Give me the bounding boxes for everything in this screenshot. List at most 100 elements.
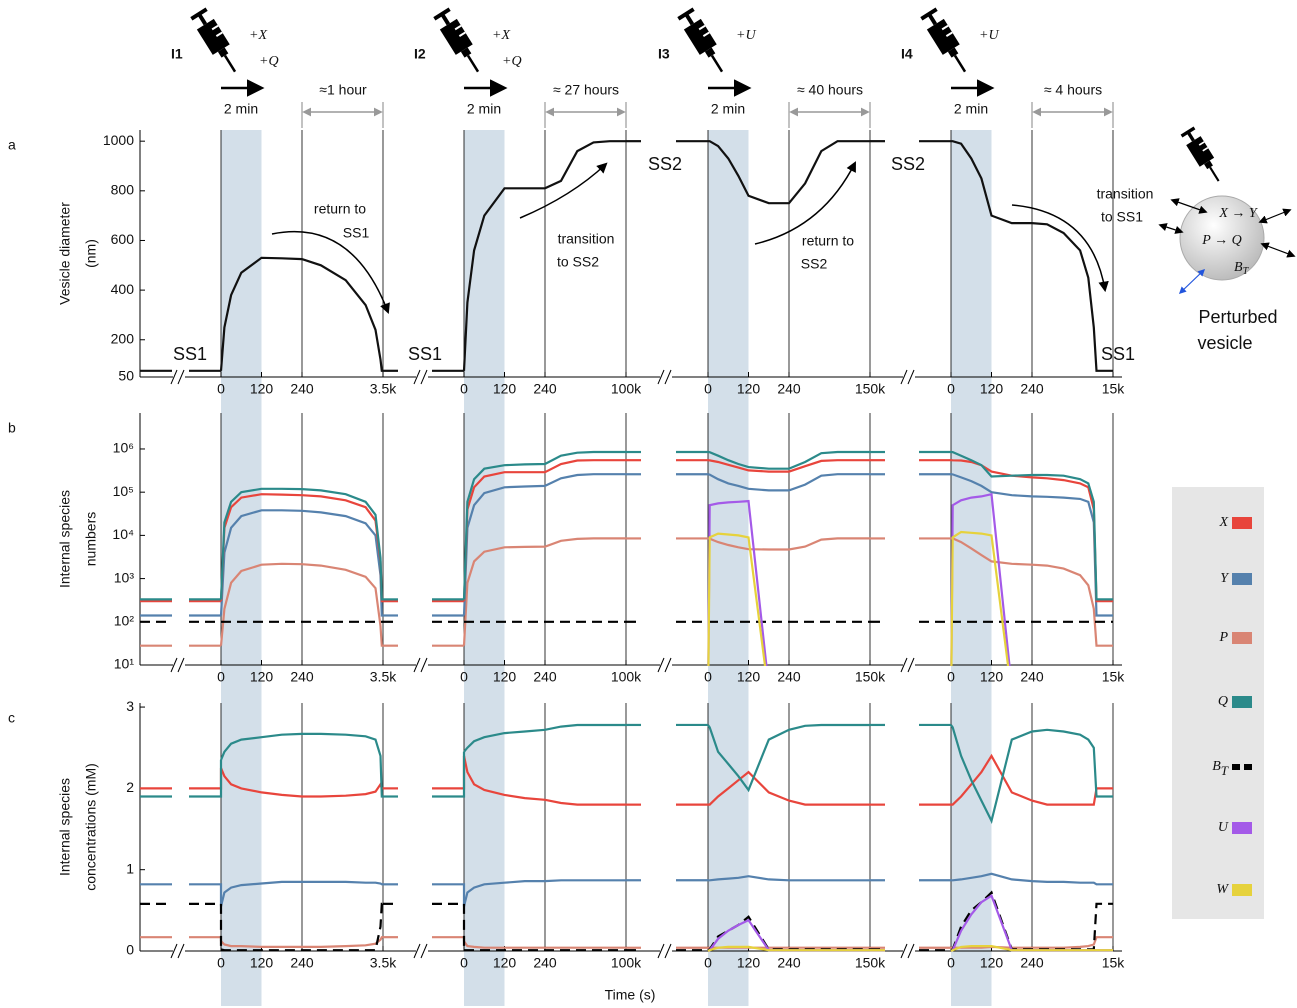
state-label: SS2 — [891, 154, 925, 174]
addition: +X — [492, 28, 510, 43]
pulse-label: 2 min — [954, 101, 988, 117]
legend-label: X — [1218, 515, 1228, 530]
state-label: SS1 — [173, 344, 207, 364]
vesicle-diagram: X → Y P → Q BT Perturbed vesicle — [1158, 125, 1296, 353]
x-axis-label: Time (s) — [605, 987, 656, 1003]
legend-swatch — [1232, 696, 1252, 708]
duration-label: ≈ 4 hours — [1044, 82, 1102, 98]
axis-break-mark — [664, 369, 672, 385]
duration-label: ≈ 27 hours — [553, 82, 619, 98]
series-line — [462, 879, 626, 907]
y-tick-label: 10⁴ — [112, 526, 134, 542]
axis-break-mark — [413, 943, 421, 959]
series-line — [951, 537, 1113, 647]
y-tick-label: 10³ — [114, 569, 135, 585]
pulse-label: 2 min — [467, 101, 501, 117]
legend-label: U — [1218, 820, 1229, 835]
arrow — [1260, 242, 1296, 258]
panel: Vesicle diameter (nm) 50 200 400 600 800 1000 0 1… — [57, 130, 1126, 397]
x-tick-label: 15k — [1102, 669, 1126, 685]
x-tick-label: 120 — [980, 955, 1004, 971]
annotation: transition — [1097, 186, 1154, 202]
y-axis-label: concentrations (mM) — [83, 763, 99, 891]
series-line — [707, 537, 870, 551]
x-tick-label: 240 — [290, 381, 314, 397]
annotation: to SS2 — [557, 254, 599, 270]
legend-label: Q — [1218, 694, 1228, 709]
arrow — [1158, 223, 1184, 234]
x-tick-label: 15k — [1102, 955, 1126, 971]
arrow — [1170, 198, 1208, 214]
arrow — [1011, 204, 1109, 293]
injection-window — [221, 130, 262, 1006]
y-tick-label: 50 — [118, 368, 134, 384]
series-line — [219, 487, 383, 601]
legend-swatch — [1232, 573, 1252, 585]
series-line — [219, 880, 383, 907]
x-tick-label: 0 — [704, 381, 712, 397]
axis-break-mark — [657, 943, 665, 959]
axis-break-mark — [177, 657, 185, 673]
legend-name: B — [1212, 759, 1221, 774]
steady-state-line — [432, 936, 466, 942]
x-tick-label: 100k — [611, 955, 642, 971]
series-line — [462, 473, 626, 616]
legend-swatch — [1232, 764, 1240, 770]
x-tick-label: 240 — [777, 381, 801, 397]
addition: +U — [979, 28, 999, 43]
panel-letter: c — [8, 710, 15, 726]
panel: Internal species numbers 10¹ 10² 10³ 10⁴ 10⁵ 10… — [57, 413, 1126, 685]
axis-break-mark — [170, 369, 178, 385]
series-line — [219, 732, 383, 798]
axis-break-mark — [907, 657, 915, 673]
x-tick-label: 240 — [533, 669, 557, 685]
series-line — [707, 945, 870, 952]
x-tick-label: 240 — [290, 955, 314, 971]
duration-label: ≈ 40 hours — [797, 82, 863, 98]
series-line — [951, 140, 1113, 372]
state-label: SS1 — [408, 344, 442, 364]
x-tick-label: 100k — [611, 381, 642, 397]
y-tick-label: 400 — [111, 281, 135, 297]
y-tick-label: 1000 — [103, 132, 134, 148]
pulse-label: 2 min — [711, 101, 745, 117]
x-tick-label: 240 — [1020, 381, 1044, 397]
axis-break-mark — [177, 943, 185, 959]
y-axis-label: Internal species — [57, 778, 73, 876]
series-line — [950, 530, 1010, 666]
legend-swatch — [1232, 632, 1252, 644]
annotation: return to — [314, 201, 366, 217]
series-line — [707, 450, 870, 470]
steady-state-line — [432, 883, 466, 907]
x-tick-label: 120 — [737, 381, 761, 397]
y-tick-label: 10² — [114, 612, 135, 628]
axis-break-mark — [177, 369, 185, 385]
addition: +U — [736, 28, 756, 43]
x-tick-label: 3.5k — [370, 955, 397, 971]
injection-window — [464, 130, 505, 1006]
syringe-icon — [918, 6, 976, 79]
legend-swatch — [1232, 822, 1252, 834]
x-tick-label: 0 — [947, 955, 955, 971]
reaction: P → Q — [1201, 233, 1241, 248]
axis-break-mark — [664, 657, 672, 673]
series-line — [462, 537, 626, 646]
series-line — [950, 492, 1011, 666]
series-line — [462, 755, 626, 806]
y-tick-label: 800 — [111, 182, 135, 198]
x-tick-label: 0 — [704, 955, 712, 971]
steady-state-line — [189, 902, 223, 950]
steady-state-line — [189, 759, 223, 798]
x-tick-label: 240 — [777, 955, 801, 971]
axis-break-mark — [420, 943, 428, 959]
vesicle — [1179, 195, 1265, 281]
state-label: SS1 — [1101, 344, 1135, 364]
y-axis-label: Vesicle diameter — [57, 202, 73, 305]
legend-swatch — [1244, 764, 1252, 770]
series-line — [219, 562, 383, 647]
injection-window — [708, 130, 749, 1006]
x-tick-label: 15k — [1102, 381, 1126, 397]
x-tick-label: 3.5k — [370, 381, 397, 397]
x-tick-label: 0 — [460, 381, 468, 397]
syringe-icon — [188, 6, 246, 79]
